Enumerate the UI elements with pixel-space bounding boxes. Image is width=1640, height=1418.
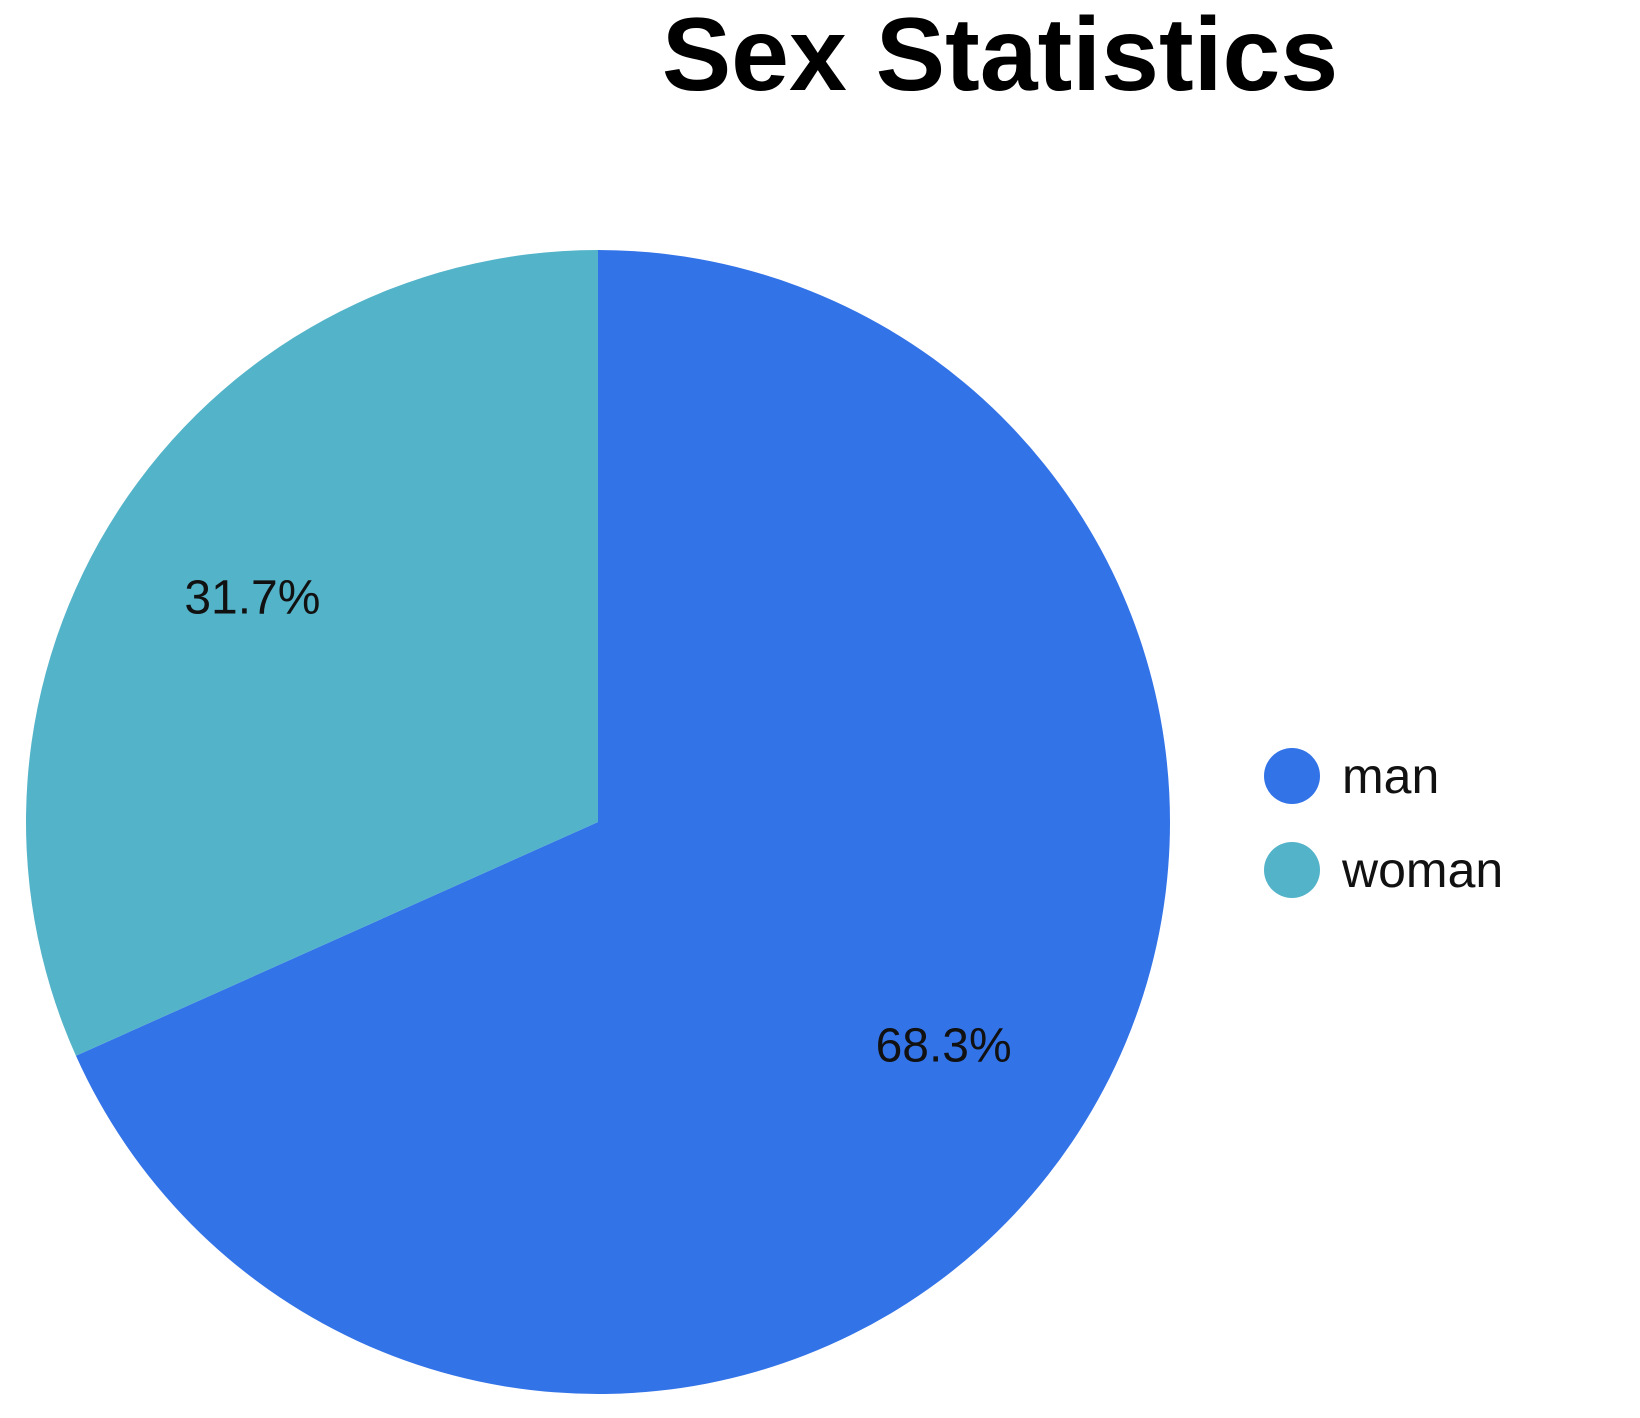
pie-slice-man bbox=[75, 250, 1171, 1394]
chart-title: Sex Statistics bbox=[661, 0, 1339, 113]
legend: man woman bbox=[1264, 748, 1503, 898]
data-label-woman: 31.7% bbox=[184, 572, 320, 625]
legend-swatch-woman bbox=[1264, 842, 1320, 898]
legend-label-woman: woman bbox=[1341, 842, 1503, 898]
pie-slice-woman bbox=[25, 249, 598, 1056]
pie-data-labels: 68.3% 31.7% bbox=[184, 572, 1011, 1073]
pie-slices bbox=[25, 249, 1171, 1394]
legend-label-man: man bbox=[1342, 748, 1439, 804]
legend-swatch-man bbox=[1264, 748, 1320, 804]
data-label-man: 68.3% bbox=[876, 1019, 1012, 1072]
